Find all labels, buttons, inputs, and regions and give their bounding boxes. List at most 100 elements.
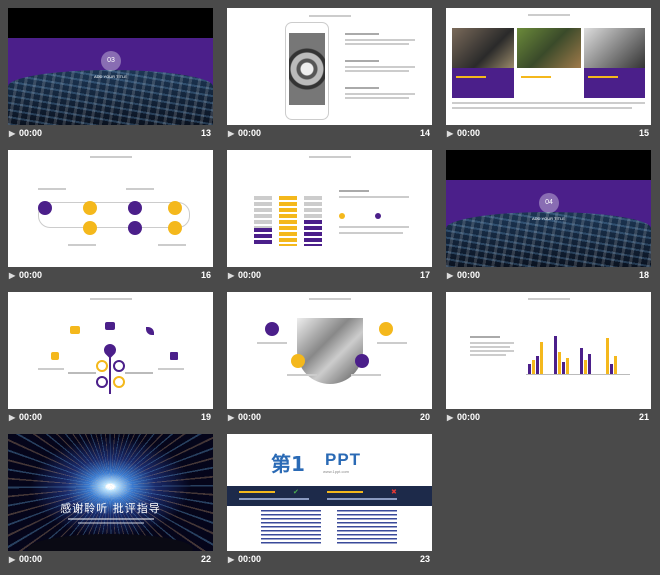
slide-timing: 00:00: [19, 270, 43, 280]
slide-thumbnail-21[interactable]: ▶ 00:00 21: [446, 292, 651, 427]
rocket-icon: [168, 221, 182, 235]
tire-image: [8, 70, 213, 125]
slide-meta: ▶ 00:00 15: [446, 128, 651, 142]
wheel-image: [289, 33, 325, 105]
slide-preview: [8, 150, 213, 267]
tire-image: [446, 212, 651, 267]
slide-meta: ▶ 00:00 18: [446, 270, 651, 284]
link-list-left: [261, 510, 321, 546]
slide-timing: 00:00: [457, 412, 481, 422]
slide-meta: ▶ 00:00 16: [8, 270, 213, 284]
gear-icon: [379, 322, 393, 336]
slide-preview: [227, 8, 432, 125]
slide-preview: [227, 292, 432, 409]
slide-thumbnail-13[interactable]: 03 ADD YOUR TITLE ▶ 00:00 13: [8, 8, 213, 143]
slide-number: 13: [200, 128, 211, 138]
slide-thumbnail-16[interactable]: ▶ 00:00 16: [8, 150, 213, 285]
bullet-icon: [375, 213, 381, 219]
play-icon[interactable]: ▶: [9, 413, 16, 422]
slide-preview: [446, 8, 651, 125]
slide-preview: [227, 150, 432, 267]
slide-meta: ▶ 00:00 19: [8, 412, 213, 426]
circle-photo: [297, 318, 363, 384]
slide-timing: 00:00: [19, 412, 43, 422]
bar-stack-2: [279, 196, 297, 246]
play-icon[interactable]: ▶: [9, 271, 16, 280]
anchor-icon: [128, 221, 142, 235]
play-icon[interactable]: ▶: [228, 271, 235, 280]
slide-preview: 03 ADD YOUR TITLE: [8, 8, 213, 125]
slide-number: 14: [419, 128, 430, 138]
slide-meta: ▶ 00:00 23: [227, 554, 432, 568]
slide-thumbnail-14[interactable]: ▶ 00:00 14: [227, 8, 432, 143]
slide-timing: 00:00: [238, 412, 262, 422]
bullet-icon: [339, 213, 345, 219]
pin-icon: [96, 360, 108, 372]
flow-path: [38, 202, 190, 228]
slide-timing: 00:00: [238, 554, 262, 564]
photo-businessman: [584, 28, 645, 68]
phone-frame: [285, 22, 329, 120]
pencil-icon: [168, 201, 182, 215]
closing-title: 感谢聆听 批评指导: [60, 502, 161, 515]
slide-thumbnail-19[interactable]: ▶ 00:00 19: [8, 292, 213, 427]
slide-number: 15: [638, 128, 649, 138]
info-box-white: [517, 68, 581, 98]
slide-thumbnail-20[interactable]: ▶ 00:00 20: [227, 292, 432, 427]
section-badge: 03: [101, 51, 121, 71]
section-badge: 04: [539, 193, 559, 213]
car-hood: [28, 534, 193, 551]
check-icon: ✔: [293, 489, 299, 496]
slide-timing: 00:00: [457, 270, 481, 280]
slide-timing: 00:00: [19, 128, 43, 138]
slide-number: 18: [638, 270, 649, 280]
slide-number: 21: [638, 412, 649, 422]
slide-preview: 感谢聆听 批评指导: [8, 434, 213, 551]
info-banner: ✔ ✖: [227, 486, 432, 506]
play-icon[interactable]: ▶: [228, 129, 235, 138]
light-streaks: [8, 434, 213, 551]
trophy-icon: [51, 352, 59, 360]
section-title: ADD YOUR TITLE: [94, 74, 127, 79]
photo-mechanic: [452, 28, 514, 68]
bar-chart: [526, 332, 630, 375]
plane-icon: [70, 326, 80, 334]
play-icon[interactable]: ▶: [228, 555, 235, 564]
slide-timing: 00:00: [238, 128, 262, 138]
play-icon[interactable]: ▶: [9, 555, 16, 564]
slide-preview: 04 ADD YOUR TITLE: [446, 150, 651, 267]
slide-number: 19: [200, 412, 211, 422]
leaf-icon: [146, 327, 154, 335]
logo-text: 第1: [271, 452, 305, 476]
slide-number: 16: [200, 270, 211, 280]
slide-timing: 00:00: [238, 270, 262, 280]
slide-preview: [8, 292, 213, 409]
section-title: ADD YOUR TITLE: [532, 216, 565, 221]
slide-thumbnail-23[interactable]: 第1 PPT www.1ppt.com ✔ ✖ ▶ 00:00 23: [227, 434, 432, 569]
photo-engine: [517, 28, 581, 68]
dollar-icon: [291, 354, 305, 368]
slide-preview: 第1 PPT www.1ppt.com ✔ ✖: [227, 434, 432, 551]
pin-icon: [113, 360, 125, 372]
play-icon[interactable]: ▶: [447, 413, 454, 422]
slide-preview: [446, 292, 651, 409]
slide-meta: ▶ 00:00 20: [227, 412, 432, 426]
slide-timing: 00:00: [19, 554, 43, 564]
play-icon[interactable]: ▶: [228, 413, 235, 422]
slide-thumbnail-18[interactable]: 04 ADD YOUR TITLE ▶ 00:00 18: [446, 150, 651, 285]
slide-title-line: [309, 15, 351, 17]
slide-thumbnail-15[interactable]: ▶ 00:00 15: [446, 8, 651, 143]
cross-icon: ✖: [391, 489, 397, 496]
play-icon[interactable]: ▶: [9, 129, 16, 138]
slide-number: 23: [419, 554, 430, 564]
slide-number: 20: [419, 412, 430, 422]
slide-thumbnail-17[interactable]: ▶ 00:00 17: [227, 150, 432, 285]
slide-meta: ▶ 00:00 13: [8, 128, 213, 142]
slide-thumbnail-22[interactable]: 感谢聆听 批评指导 ▶ 00:00 22: [8, 434, 213, 569]
briefcase-icon: [83, 221, 97, 235]
logo-url: www.1ppt.com: [323, 469, 350, 474]
slide-meta: ▶ 00:00 21: [446, 412, 651, 426]
play-icon[interactable]: ▶: [447, 129, 454, 138]
image-icon: [170, 352, 178, 360]
play-icon[interactable]: ▶: [447, 271, 454, 280]
